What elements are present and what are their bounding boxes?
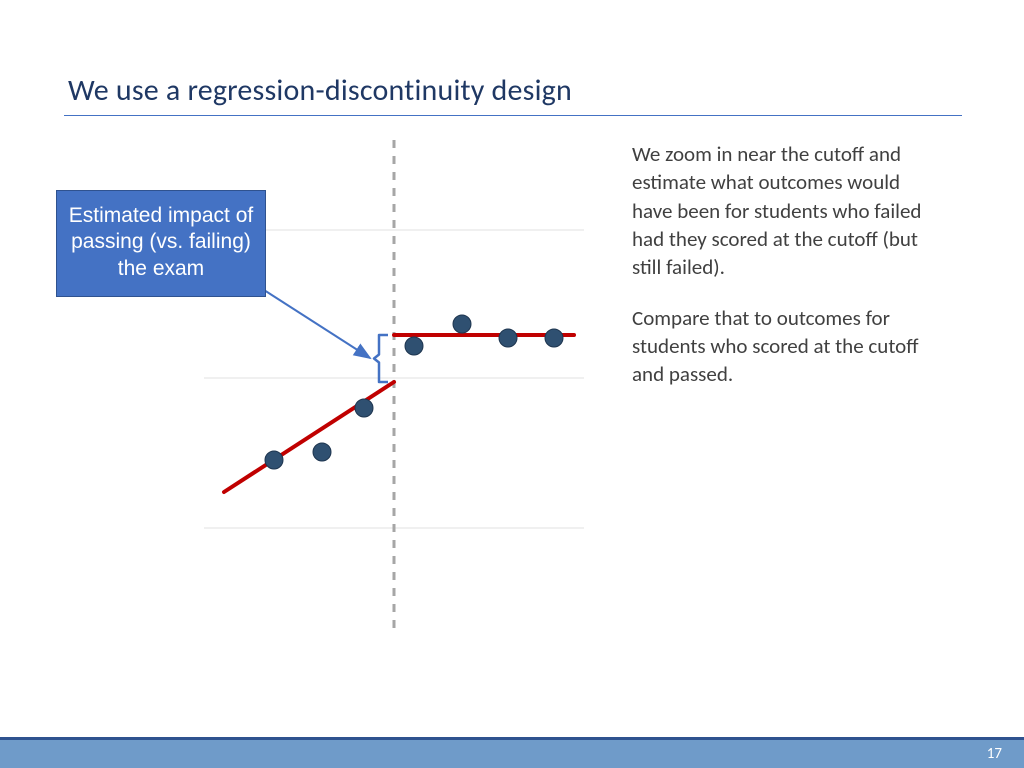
footer-bar: 17: [0, 740, 1024, 768]
body-text: We zoom in near the cutoff and estimate …: [632, 140, 932, 411]
callout-box: Estimated impact of passing (vs. failing…: [56, 190, 266, 297]
title-underline: [64, 115, 962, 116]
page-number: 17: [987, 745, 1002, 763]
discontinuity-bracket: [374, 335, 388, 382]
callout-arrow: [264, 290, 370, 358]
data-points: [265, 315, 563, 469]
footer: 17: [0, 737, 1024, 768]
slide-title: We use a regression-discontinuity design: [68, 72, 572, 109]
body-paragraph-1: We zoom in near the cutoff and estimate …: [632, 140, 932, 282]
slide: We use a regression-discontinuity design…: [0, 0, 1024, 768]
regression-line-left: [224, 382, 394, 492]
body-paragraph-2: Compare that to outcomes for students wh…: [632, 304, 932, 389]
